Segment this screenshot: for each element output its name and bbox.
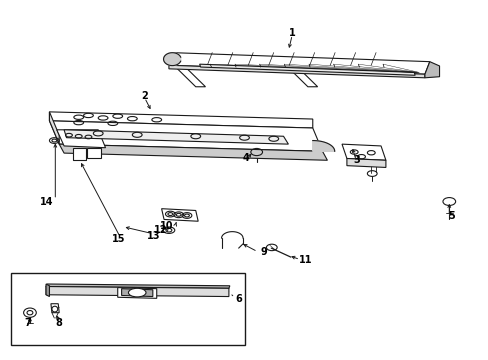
Text: 2: 2 bbox=[141, 91, 147, 101]
Polygon shape bbox=[173, 65, 205, 87]
Text: 6: 6 bbox=[235, 294, 242, 304]
Polygon shape bbox=[293, 72, 317, 87]
Polygon shape bbox=[49, 112, 312, 128]
Polygon shape bbox=[87, 148, 101, 158]
Polygon shape bbox=[346, 158, 385, 167]
Text: 1: 1 bbox=[288, 28, 295, 38]
Polygon shape bbox=[118, 288, 157, 298]
Polygon shape bbox=[161, 209, 198, 221]
Text: 4: 4 bbox=[242, 153, 249, 163]
Polygon shape bbox=[341, 144, 385, 160]
Text: 15: 15 bbox=[112, 234, 126, 244]
Polygon shape bbox=[199, 64, 414, 75]
FancyBboxPatch shape bbox=[11, 273, 245, 345]
Polygon shape bbox=[46, 284, 49, 297]
Polygon shape bbox=[57, 130, 105, 148]
Text: 10: 10 bbox=[160, 221, 173, 230]
Text: 14: 14 bbox=[40, 197, 54, 207]
Polygon shape bbox=[168, 53, 429, 74]
Polygon shape bbox=[49, 121, 322, 151]
Text: 9: 9 bbox=[260, 247, 267, 257]
Polygon shape bbox=[59, 144, 327, 160]
Polygon shape bbox=[73, 148, 86, 160]
Text: 11: 11 bbox=[298, 255, 311, 265]
Polygon shape bbox=[122, 289, 153, 297]
Text: 5: 5 bbox=[447, 211, 454, 221]
Polygon shape bbox=[64, 130, 288, 144]
Ellipse shape bbox=[128, 288, 146, 297]
Text: 7: 7 bbox=[24, 319, 31, 328]
Polygon shape bbox=[163, 53, 180, 66]
Polygon shape bbox=[168, 65, 424, 78]
Text: 3: 3 bbox=[352, 155, 359, 165]
Polygon shape bbox=[46, 284, 229, 288]
Text: 8: 8 bbox=[56, 319, 62, 328]
Polygon shape bbox=[46, 287, 228, 297]
Text: 13: 13 bbox=[146, 231, 160, 240]
Polygon shape bbox=[51, 304, 59, 313]
Text: 12: 12 bbox=[154, 225, 167, 235]
Polygon shape bbox=[49, 112, 59, 144]
Polygon shape bbox=[312, 140, 334, 151]
Polygon shape bbox=[424, 62, 439, 78]
